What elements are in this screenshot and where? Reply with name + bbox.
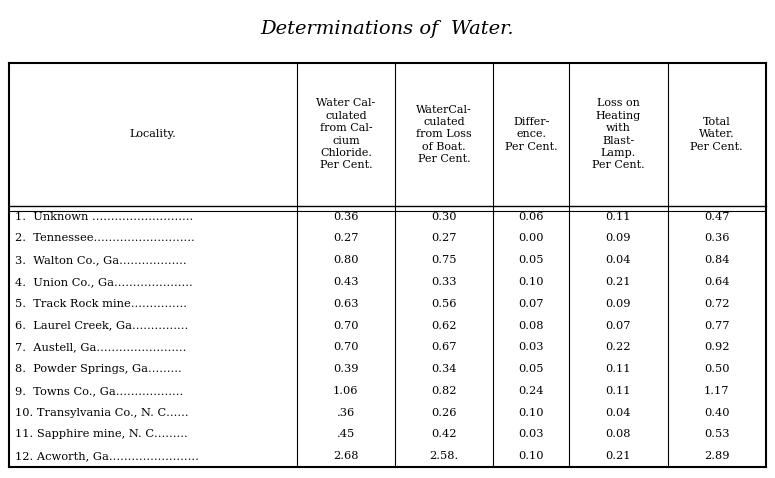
Text: 0.11: 0.11 [605,364,631,374]
Text: 0.24: 0.24 [518,386,544,396]
Text: 0.21: 0.21 [605,277,631,287]
Text: 5.  Track Rock mine……………: 5. Track Rock mine…………… [16,299,188,309]
Text: 0.33: 0.33 [432,277,457,287]
Text: Determinations of  Water.: Determinations of Water. [260,21,515,38]
Text: 0.10: 0.10 [518,408,544,418]
Text: 0.92: 0.92 [704,342,729,352]
Text: Loss on
Heating
with
Blast-
Lamp.
Per Cent.: Loss on Heating with Blast- Lamp. Per Ce… [592,98,645,171]
Text: 0.64: 0.64 [704,277,729,287]
Text: 2.68: 2.68 [333,451,359,461]
Text: 0.34: 0.34 [432,364,457,374]
Text: 0.08: 0.08 [605,429,631,439]
Text: 3.  Walton Co., Ga………………: 3. Walton Co., Ga……………… [16,255,187,265]
Text: 0.03: 0.03 [518,429,544,439]
Text: 7.  Austell, Ga……………………: 7. Austell, Ga…………………… [16,342,187,352]
Text: 0.40: 0.40 [704,408,729,418]
Text: 1.17: 1.17 [704,386,729,396]
Text: 0.47: 0.47 [704,212,729,222]
Text: 0.50: 0.50 [704,364,729,374]
Text: 0.04: 0.04 [605,408,631,418]
Text: 0.26: 0.26 [432,408,457,418]
Text: 0.72: 0.72 [704,299,729,309]
Text: 0.05: 0.05 [518,364,544,374]
Text: 0.42: 0.42 [432,429,457,439]
Text: 10. Transylvania Co., N. C……: 10. Transylvania Co., N. C…… [16,408,189,418]
Text: 0.70: 0.70 [333,321,359,330]
Text: 0.80: 0.80 [333,255,359,265]
Text: 4.  Union Co., Ga…………………: 4. Union Co., Ga………………… [16,277,193,287]
Text: 0.77: 0.77 [704,321,729,330]
Text: 1.  Unknown ………………………: 1. Unknown ……………………… [16,212,194,222]
Text: Total
Water.
Per Cent.: Total Water. Per Cent. [691,117,743,152]
Text: 6.  Laurel Creek, Ga……………: 6. Laurel Creek, Ga…………… [16,321,188,330]
Text: WaterCal-
culated
from Loss
of Boat.
Per Cent.: WaterCal- culated from Loss of Boat. Per… [416,105,472,164]
Text: 0.10: 0.10 [518,277,544,287]
Text: .36: .36 [337,408,355,418]
Text: Locality.: Locality. [129,130,176,140]
Text: 0.75: 0.75 [432,255,457,265]
Text: 0.84: 0.84 [704,255,729,265]
Text: 0.09: 0.09 [605,299,631,309]
Text: 2.  Tennessee………………………: 2. Tennessee……………………… [16,233,195,243]
Text: 0.67: 0.67 [432,342,457,352]
Text: 0.22: 0.22 [605,342,631,352]
Text: 0.43: 0.43 [333,277,359,287]
Text: 0.36: 0.36 [704,233,729,243]
Text: 12. Acworth, Ga……………………: 12. Acworth, Ga…………………… [16,451,199,461]
Text: 0.39: 0.39 [333,364,359,374]
Text: 0.62: 0.62 [432,321,457,330]
Text: 0.70: 0.70 [333,342,359,352]
Text: 0.07: 0.07 [605,321,631,330]
Text: 0.53: 0.53 [704,429,729,439]
Text: 0.00: 0.00 [518,233,544,243]
Text: 0.05: 0.05 [518,255,544,265]
Text: 8.  Powder Springs, Ga………: 8. Powder Springs, Ga……… [16,364,182,374]
Text: Water Cal-
culated
from Cal-
cium
Chloride.
Per Cent.: Water Cal- culated from Cal- cium Chlori… [316,98,376,171]
Text: 0.56: 0.56 [432,299,457,309]
Text: 9.  Towns Co., Ga………………: 9. Towns Co., Ga……………… [16,386,184,396]
Text: 0.21: 0.21 [605,451,631,461]
Text: 0.36: 0.36 [333,212,359,222]
Text: 0.11: 0.11 [605,386,631,396]
Text: 2.89: 2.89 [704,451,729,461]
Text: 0.09: 0.09 [605,233,631,243]
Text: Differ-
ence.
Per Cent.: Differ- ence. Per Cent. [505,117,557,152]
Text: 0.27: 0.27 [432,233,457,243]
Text: 0.03: 0.03 [518,342,544,352]
Text: 0.04: 0.04 [605,255,631,265]
Text: 2.58.: 2.58. [429,451,459,461]
Text: 11. Sapphire mine, N. C………: 11. Sapphire mine, N. C……… [16,429,188,439]
Text: 0.30: 0.30 [432,212,457,222]
Text: 0.63: 0.63 [333,299,359,309]
Text: .45: .45 [337,429,355,439]
Text: 0.82: 0.82 [432,386,457,396]
Text: 0.07: 0.07 [518,299,544,309]
Text: 0.06: 0.06 [518,212,544,222]
Text: 0.11: 0.11 [605,212,631,222]
Text: 0.27: 0.27 [333,233,359,243]
Text: 1.06: 1.06 [333,386,359,396]
Text: 0.10: 0.10 [518,451,544,461]
Text: 0.08: 0.08 [518,321,544,330]
